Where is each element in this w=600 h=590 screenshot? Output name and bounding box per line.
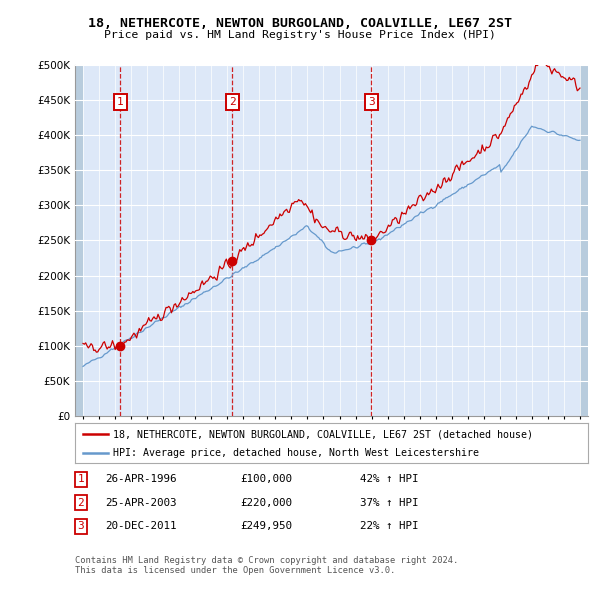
Text: 1: 1	[117, 97, 124, 107]
Text: £249,950: £249,950	[240, 522, 292, 531]
Text: 37% ↑ HPI: 37% ↑ HPI	[360, 498, 419, 507]
Text: Contains HM Land Registry data © Crown copyright and database right 2024.
This d: Contains HM Land Registry data © Crown c…	[75, 556, 458, 575]
Text: £220,000: £220,000	[240, 498, 292, 507]
Text: 3: 3	[77, 522, 85, 531]
Text: 20-DEC-2011: 20-DEC-2011	[105, 522, 176, 531]
Text: 26-APR-1996: 26-APR-1996	[105, 474, 176, 484]
Text: 2: 2	[77, 498, 85, 507]
Text: 2: 2	[229, 97, 236, 107]
Text: £100,000: £100,000	[240, 474, 292, 484]
Text: HPI: Average price, detached house, North West Leicestershire: HPI: Average price, detached house, Nort…	[113, 448, 479, 458]
Text: 3: 3	[368, 97, 374, 107]
Text: 18, NETHERCOTE, NEWTON BURGOLAND, COALVILLE, LE67 2ST: 18, NETHERCOTE, NEWTON BURGOLAND, COALVI…	[88, 17, 512, 30]
Text: 42% ↑ HPI: 42% ↑ HPI	[360, 474, 419, 484]
Text: Price paid vs. HM Land Registry's House Price Index (HPI): Price paid vs. HM Land Registry's House …	[104, 30, 496, 40]
Text: 22% ↑ HPI: 22% ↑ HPI	[360, 522, 419, 531]
Text: 1: 1	[77, 474, 85, 484]
Text: 25-APR-2003: 25-APR-2003	[105, 498, 176, 507]
Text: 18, NETHERCOTE, NEWTON BURGOLAND, COALVILLE, LE67 2ST (detached house): 18, NETHERCOTE, NEWTON BURGOLAND, COALVI…	[113, 430, 533, 440]
